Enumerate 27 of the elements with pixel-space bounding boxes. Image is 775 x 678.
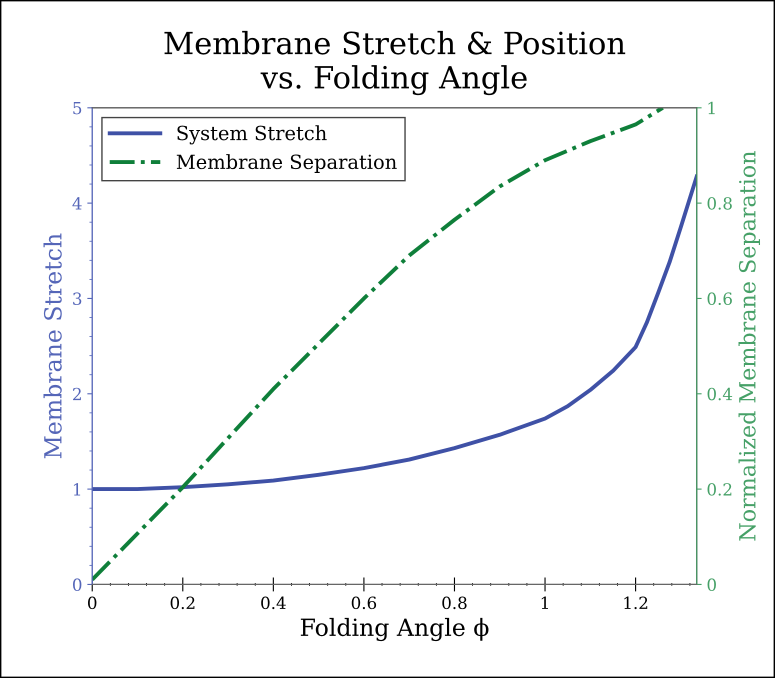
y2-axis-title: Normalized Membrane Separation bbox=[738, 151, 760, 541]
y-tick-label: 0 bbox=[73, 578, 82, 592]
x-tick-label: 0.6 bbox=[352, 596, 376, 610]
y2-tick-label: 0.2 bbox=[708, 483, 732, 496]
y2-tick-label: 1 bbox=[708, 102, 715, 114]
x-tick-label: 0 bbox=[88, 596, 96, 610]
x-tick-label: 0.2 bbox=[170, 596, 194, 610]
y-tick-label: 3 bbox=[73, 292, 82, 306]
line-series bbox=[92, 108, 665, 582]
y-tick-label: 4 bbox=[72, 197, 82, 210]
x-tick-label: 0.8 bbox=[442, 596, 467, 610]
line-series bbox=[92, 174, 697, 492]
legend-label: Membrane Separation bbox=[176, 154, 397, 173]
y-tick-label: 1 bbox=[74, 483, 80, 496]
legend-label: System Stretch bbox=[177, 125, 327, 144]
y-tick-label: 5 bbox=[73, 102, 82, 114]
x-tick-label: 1 bbox=[542, 596, 548, 609]
chart-title: Membrane Stretch & Position vs. Folding Angle bbox=[164, 30, 626, 96]
y2-tick-label: 0.4 bbox=[708, 388, 732, 400]
y2-tick-label: 0.8 bbox=[708, 197, 732, 210]
y-axis-title: Membrane Stretch bbox=[43, 234, 62, 458]
y-tick-label: 2 bbox=[73, 388, 81, 400]
y2-tick-label: 0 bbox=[708, 578, 716, 592]
y2-tick-label: 0.6 bbox=[708, 292, 732, 306]
x-tick-label: 1.2 bbox=[624, 596, 648, 610]
x-axis-title: Folding Angle ϕ bbox=[300, 618, 488, 642]
x-tick-label: 0.4 bbox=[261, 596, 286, 610]
